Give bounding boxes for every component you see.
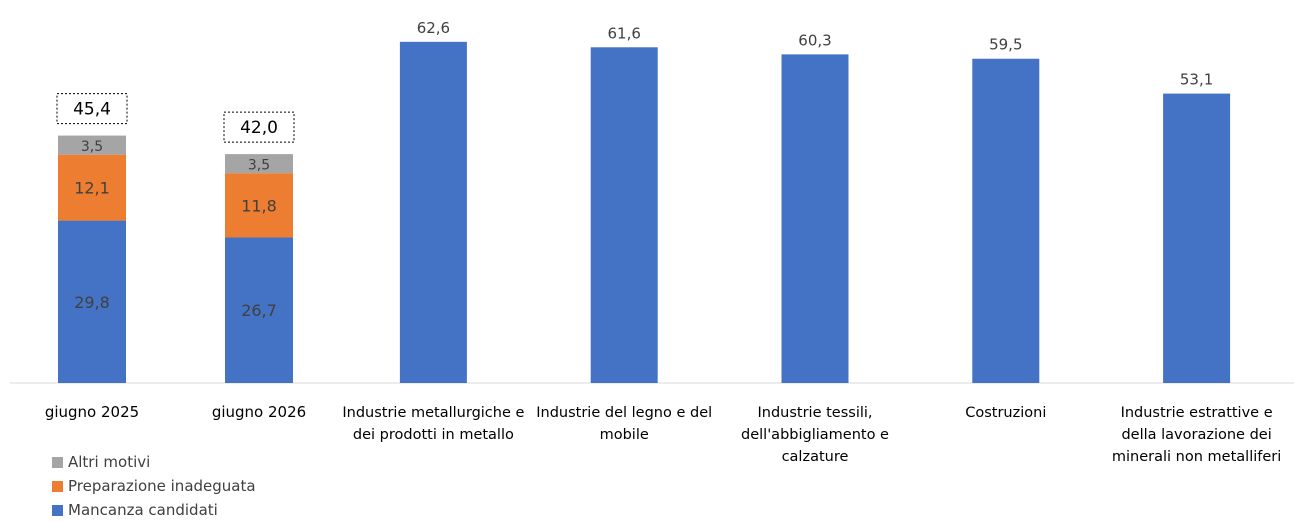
category-label: Industrie metallurgiche e — [342, 405, 524, 421]
category-label: della lavorazione dei — [1121, 427, 1271, 443]
total-label: 42,0 — [240, 118, 278, 138]
stacked-bar-chart: 29,8 12,1 3,5 45,4 giugno 2025 26,7 11,8 3,5 42,… — [0, 0, 340, 523]
total-label-box — [223, 111, 295, 143]
category-label: giugno 2026 — [212, 403, 306, 421]
category-label: dei prodotti in metallo — [353, 427, 514, 443]
category-label: Industrie tessili, — [757, 405, 872, 421]
total-label: 45,4 — [73, 100, 111, 120]
data-label: 53,1 — [1180, 71, 1213, 89]
stacked-bar-chart-svg: 29,8 12,1 3,5 45,4 giugno 2025 26,7 11,8 3,5 42,… — [10, 93, 340, 421]
legend-item-preparazione-inadeguata: Preparazione inadeguata — [52, 474, 256, 498]
legend-swatch-mancanza-candidati — [52, 504, 63, 516]
category-label: calzature — [782, 449, 849, 465]
bar — [781, 54, 849, 384]
bar — [590, 47, 658, 383]
data-label: 3,5 — [81, 139, 103, 155]
data-label: 59,5 — [989, 36, 1022, 54]
sector-bar-chart: 62,6 Industrie metallurgiche e dei prodott… — [340, 0, 1294, 523]
data-label: 62,6 — [417, 19, 450, 37]
bar-segment-preparazione-inadeguata — [58, 154, 126, 221]
data-label: 11,8 — [241, 196, 277, 215]
total-label-box — [56, 93, 128, 125]
category-label: mobile — [600, 427, 649, 443]
data-label: 61,6 — [607, 24, 640, 42]
category-label: Industrie estrattive e — [1121, 405, 1273, 421]
legend-label-mancanza-candidati: Mancanza candidati — [68, 501, 218, 519]
legend-swatch-preparazione-inadeguata — [52, 480, 63, 492]
sector-bar-chart-svg: 62,6 Industrie metallurgiche e dei prodott… — [340, 19, 1294, 465]
data-label: 60,3 — [798, 31, 831, 49]
bar — [399, 41, 467, 384]
legend-label-preparazione-inadeguata: Preparazione inadeguata — [68, 477, 256, 495]
category-label: giugno 2025 — [45, 403, 139, 421]
data-label: 26,7 — [241, 301, 277, 320]
category-label: Costruzioni — [965, 405, 1046, 421]
legend-swatch-altri-motivi — [52, 456, 63, 468]
bar-segment-mancanza-candidati — [58, 220, 126, 383]
legend-item-mancanza-candidati: Mancanza candidati — [52, 498, 256, 522]
data-label: 3,5 — [248, 158, 270, 174]
legend-item-altri-motivi: Altri motivi — [52, 450, 256, 474]
bar — [972, 58, 1040, 383]
category-label: dell'abbigliamento e — [741, 427, 889, 443]
bar-segment-altri-motivi — [58, 135, 126, 155]
category-label: Industrie del legno e del — [536, 405, 712, 421]
bar-segment-altri-motivi — [225, 154, 293, 174]
bar — [1163, 93, 1231, 383]
legend-label-altri-motivi: Altri motivi — [68, 453, 151, 471]
category-label: minerali non metalliferi — [1112, 449, 1281, 465]
data-label: 12,1 — [74, 179, 110, 198]
bar-segment-mancanza-candidati — [225, 237, 293, 383]
chart-legend: Altri motivi Preparazione inadeguata Man… — [52, 450, 256, 522]
data-label: 29,8 — [74, 293, 110, 312]
bar-segment-preparazione-inadeguata — [225, 173, 293, 238]
